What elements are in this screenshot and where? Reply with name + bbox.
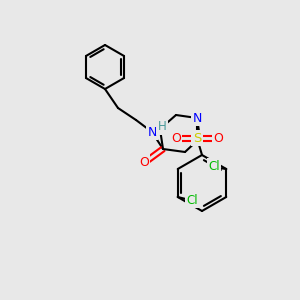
Text: O: O bbox=[139, 155, 149, 169]
Text: H: H bbox=[158, 121, 166, 134]
Text: Cl: Cl bbox=[208, 160, 220, 172]
Text: O: O bbox=[171, 131, 181, 145]
Text: O: O bbox=[213, 131, 223, 145]
Text: S: S bbox=[193, 131, 201, 145]
Text: Cl: Cl bbox=[186, 194, 198, 206]
Text: N: N bbox=[147, 125, 157, 139]
Text: N: N bbox=[192, 112, 202, 124]
